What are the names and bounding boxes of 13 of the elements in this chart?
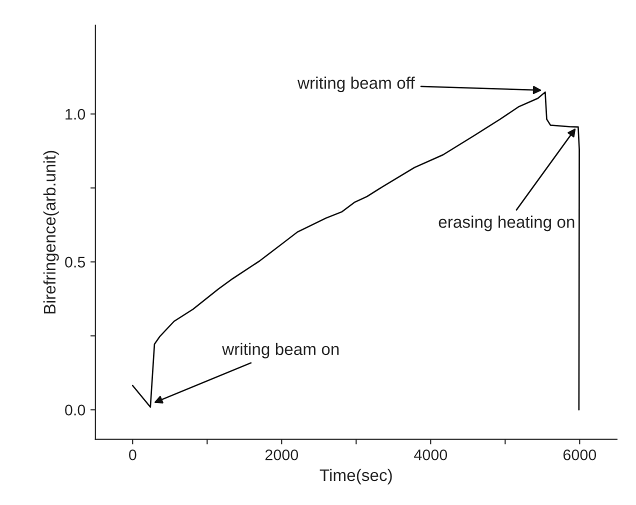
x-tick-label: 2000	[265, 449, 298, 460]
annotation: writing beam on	[222, 342, 339, 358]
y-tick-label: 1.0	[66, 108, 86, 120]
annotation: writing beam off	[297, 76, 415, 92]
x-tick-label: 0	[129, 449, 136, 460]
y-axis-title: Birefringence(arb.unit)	[43, 150, 59, 314]
y-tick-label: 0.5	[65, 256, 86, 268]
y-tick-label: 0.0	[65, 404, 86, 416]
line-series	[132, 91, 580, 410]
x-tick-label: 4000	[414, 449, 448, 460]
x-axis-title: Time(sec)	[320, 468, 392, 484]
annotation: erasing heating on	[438, 216, 574, 232]
x-tick-label: 6000	[563, 449, 596, 460]
